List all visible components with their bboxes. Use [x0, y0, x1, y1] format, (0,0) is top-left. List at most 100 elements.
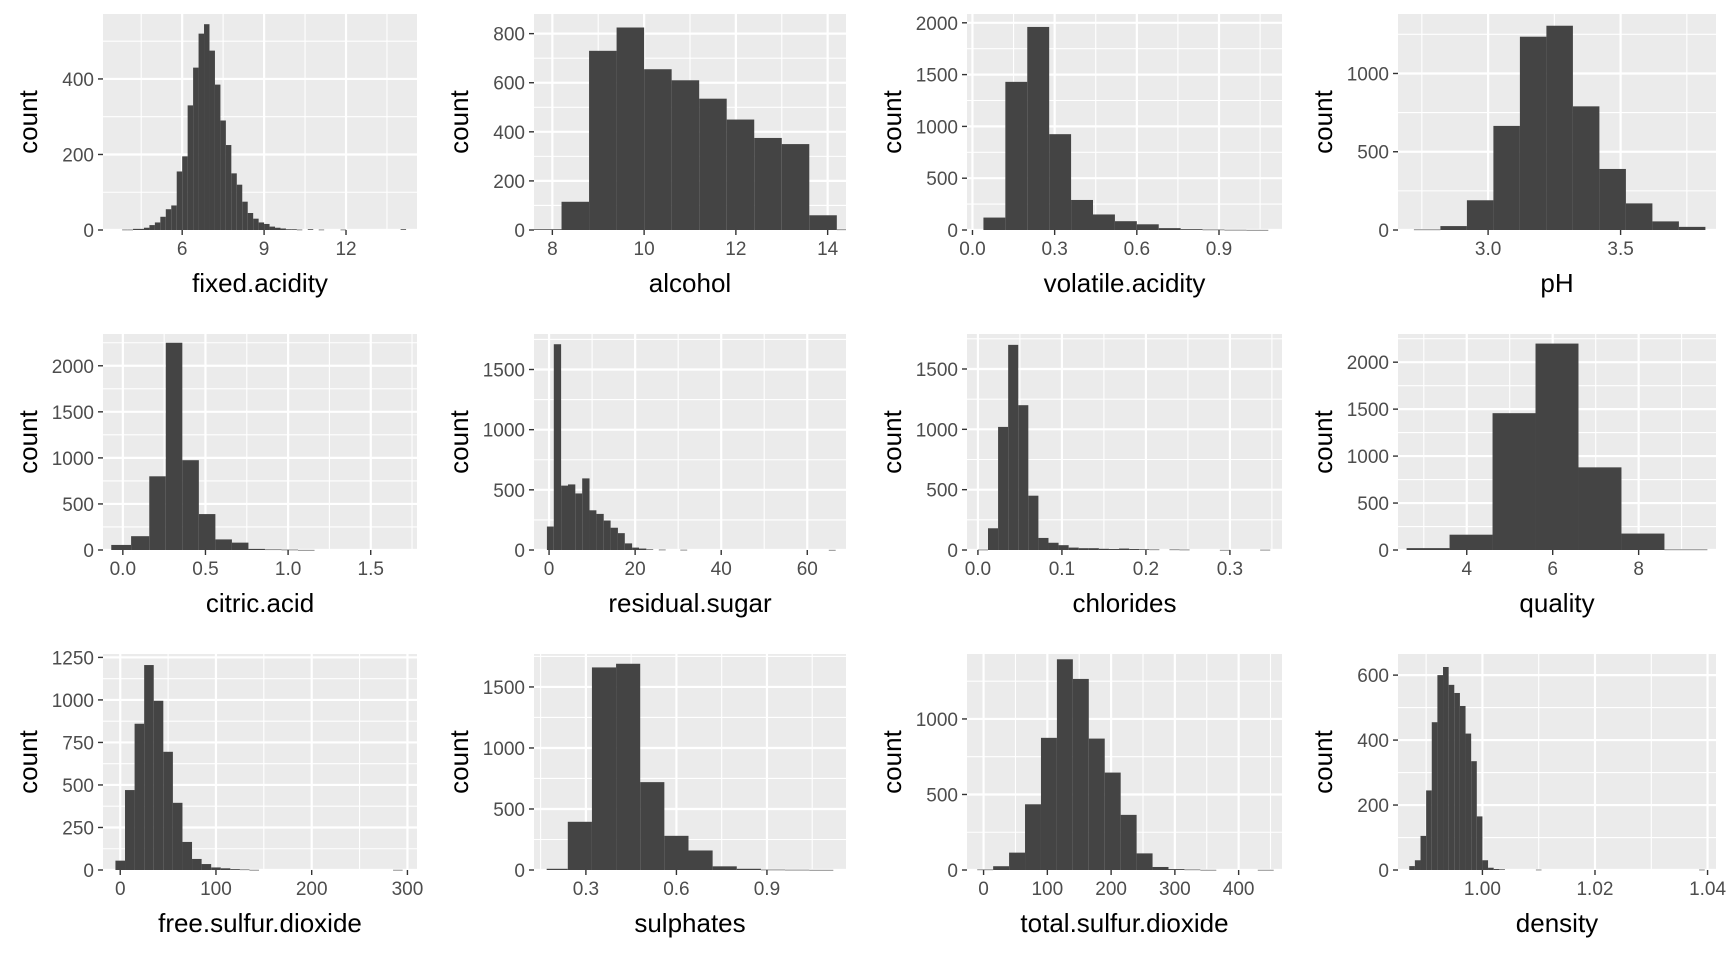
histogram-bar: [1056, 659, 1073, 870]
x-tick-label: 8: [547, 239, 558, 260]
histogram-bar: [567, 484, 576, 550]
histogram-bar: [1200, 869, 1217, 871]
y-tick-label: 2000: [1347, 353, 1389, 374]
histogram-bar: [582, 478, 590, 550]
histogram-bar: [211, 867, 221, 870]
histogram-bar: [1119, 548, 1130, 550]
histogram-bar: [781, 144, 810, 230]
histogram-bar: [318, 229, 325, 231]
x-tick-label: 4: [1461, 559, 1472, 580]
y-tick-label: 500: [62, 776, 94, 797]
x-tick-label: 0.3: [573, 879, 599, 900]
histogram-bar: [610, 527, 618, 550]
histogram-panel-alcohol: 8 10 12 14 0 200 400 600 800 alcohol count: [444, 14, 846, 298]
y-tick-label: 1000: [916, 420, 958, 441]
histogram-bar: [1449, 534, 1493, 550]
x-tick-label: 100: [200, 879, 232, 900]
histogram-bar: [1492, 413, 1536, 550]
x-tick-label: 3.5: [1607, 239, 1633, 260]
x-tick-label: 14: [817, 239, 839, 260]
histogram-panel-chlorides: 0.0 0.1 0.2 0.3 0 500 1000 1500 chlorides count: [877, 334, 1282, 618]
y-tick-label: 0: [1378, 221, 1389, 242]
histogram-bar: [198, 514, 216, 550]
x-axis-title: total.sulfur.dioxide: [1020, 908, 1228, 938]
histogram-bar: [1664, 549, 1708, 551]
histogram-bar: [575, 493, 583, 550]
histogram-bar: [214, 84, 221, 230]
histogram-bar: [1476, 816, 1483, 870]
x-tick-label: 6: [177, 239, 188, 260]
y-tick-label: 0: [514, 541, 525, 562]
y-axis-title: count: [444, 89, 474, 153]
histogram-bar: [1471, 761, 1477, 870]
x-axis-title: free.sulfur.dioxide: [158, 908, 362, 938]
histogram-bar: [1038, 537, 1049, 550]
histogram-bar: [1420, 835, 1427, 870]
histogram-bar: [187, 105, 194, 230]
histogram-bar: [809, 869, 834, 871]
histogram-bar: [125, 790, 135, 870]
histogram-bar: [275, 227, 281, 230]
histogram-bar: [1465, 733, 1472, 870]
histogram-bar: [225, 145, 232, 230]
histogram-bar: [1519, 36, 1547, 231]
histogram-bar: [1025, 804, 1041, 870]
histogram-bar: [1246, 229, 1269, 231]
y-tick-label: 1000: [483, 739, 525, 760]
x-axis-title: citric.acid: [206, 588, 314, 618]
x-tick-label: 0.6: [1124, 239, 1150, 260]
histogram-bar: [1071, 199, 1093, 230]
histogram-bar: [1129, 549, 1140, 550]
histogram-bar: [281, 549, 299, 551]
histogram-panel-citric.acid: 0.0 0.5 1.0 1.5 0 500 1000 1500 2000 citric.acid c…: [13, 334, 417, 618]
histogram-bar: [1018, 405, 1029, 550]
histogram-bar: [340, 229, 347, 231]
histogram-bar: [546, 526, 554, 550]
y-tick-label: 0: [947, 861, 958, 882]
x-tick-label: 1.0: [275, 559, 301, 580]
histogram-bar: [591, 667, 617, 870]
histogram-bar: [836, 229, 846, 231]
x-tick-label: 12: [335, 239, 356, 260]
histogram-bar: [160, 216, 166, 230]
y-axis-title: count: [13, 89, 43, 153]
histogram-bar: [280, 228, 286, 230]
x-tick-label: 300: [392, 879, 424, 900]
histogram-bar: [1104, 772, 1121, 870]
histogram-bar: [172, 802, 183, 870]
histogram-bar: [1699, 869, 1705, 871]
histogram-bar: [209, 50, 215, 231]
x-tick-label: 0.6: [663, 879, 689, 900]
y-tick-label: 200: [1357, 796, 1389, 817]
histogram-bar: [712, 866, 737, 870]
histogram-bar: [809, 215, 837, 230]
histogram-bar: [616, 663, 641, 870]
y-tick-label: 0: [514, 861, 525, 882]
histogram-bar: [760, 869, 786, 871]
x-tick-label: 3.0: [1475, 239, 1501, 260]
histogram-bar: [264, 549, 282, 551]
histogram-bar: [165, 209, 172, 230]
y-tick-label: 500: [926, 785, 958, 806]
histogram-bar: [291, 229, 297, 230]
y-tick-label: 500: [1357, 143, 1389, 164]
histogram-bar: [111, 544, 132, 550]
histogram-bar: [1482, 860, 1489, 870]
histogram-bar: [1409, 866, 1415, 870]
x-tick-label: 40: [711, 559, 732, 580]
histogram-bar: [1493, 869, 1500, 870]
y-tick-label: 0: [1378, 541, 1389, 562]
y-tick-label: 1500: [1347, 400, 1389, 421]
y-tick-label: 0: [83, 861, 94, 882]
histogram-bar: [664, 835, 689, 870]
y-tick-label: 200: [493, 172, 525, 193]
histogram-bar: [1652, 221, 1679, 230]
histogram-panel-sulphates: 0.3 0.6 0.9 0 500 1000 1500 sulphates count: [444, 654, 846, 938]
histogram-bar: [253, 218, 259, 230]
histogram-bar: [204, 24, 210, 231]
x-tick-label: 6: [1547, 559, 1558, 580]
y-tick-label: 1500: [916, 360, 958, 381]
histogram-bar: [640, 782, 665, 870]
y-tick-label: 250: [62, 818, 94, 839]
histogram-bar: [171, 205, 177, 230]
